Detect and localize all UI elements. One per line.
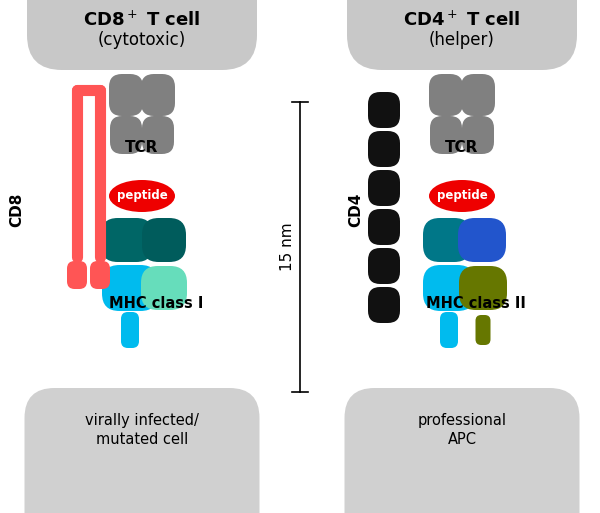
FancyBboxPatch shape [459,266,507,310]
Text: TCR: TCR [445,141,479,155]
Text: MHC class II: MHC class II [426,297,526,311]
FancyBboxPatch shape [458,218,506,262]
FancyBboxPatch shape [121,312,139,348]
Ellipse shape [109,180,175,212]
Text: CD4: CD4 [349,193,364,227]
FancyBboxPatch shape [27,0,257,70]
Ellipse shape [427,161,497,203]
Text: peptide: peptide [116,189,167,203]
Ellipse shape [107,161,177,203]
Ellipse shape [429,180,495,212]
Text: mutated cell: mutated cell [96,432,188,447]
FancyBboxPatch shape [101,218,153,262]
Text: peptide: peptide [437,189,487,203]
FancyBboxPatch shape [90,261,110,289]
FancyBboxPatch shape [476,315,491,345]
Text: CD4$^+$ T cell: CD4$^+$ T cell [403,10,521,30]
Text: CD8$^+$ T cell: CD8$^+$ T cell [83,10,200,30]
FancyBboxPatch shape [368,170,400,206]
Text: MHC class I: MHC class I [109,297,203,311]
FancyBboxPatch shape [368,209,400,245]
FancyBboxPatch shape [429,74,463,116]
FancyBboxPatch shape [344,388,580,513]
FancyBboxPatch shape [368,287,400,323]
Text: CD8: CD8 [10,193,25,227]
FancyBboxPatch shape [142,218,186,262]
FancyBboxPatch shape [368,248,400,284]
FancyBboxPatch shape [110,116,142,154]
FancyBboxPatch shape [109,74,143,116]
FancyBboxPatch shape [25,388,260,513]
Text: (cytotoxic): (cytotoxic) [98,31,186,49]
Text: 15 nm: 15 nm [281,223,296,271]
FancyBboxPatch shape [67,261,87,289]
FancyBboxPatch shape [462,116,494,154]
FancyBboxPatch shape [102,265,158,311]
FancyBboxPatch shape [461,74,495,116]
FancyBboxPatch shape [142,116,174,154]
FancyBboxPatch shape [423,218,471,262]
FancyBboxPatch shape [141,266,187,310]
Text: TCR: TCR [125,141,158,155]
FancyBboxPatch shape [440,312,458,348]
Text: (helper): (helper) [429,31,495,49]
FancyBboxPatch shape [368,131,400,167]
FancyBboxPatch shape [368,92,400,128]
Text: APC: APC [448,432,476,447]
Text: virally infected/: virally infected/ [85,412,199,427]
FancyBboxPatch shape [423,265,475,311]
FancyBboxPatch shape [141,74,175,116]
FancyBboxPatch shape [430,116,462,154]
FancyBboxPatch shape [347,0,577,70]
Text: professional: professional [418,412,506,427]
